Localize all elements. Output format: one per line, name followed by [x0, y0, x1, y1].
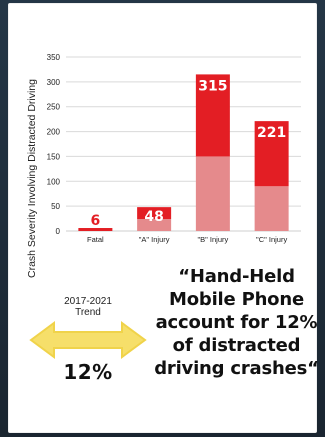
bar-lower-segment [195, 156, 230, 231]
bar-upper-segment [195, 74, 230, 157]
x-tick-label: "C" Injury [256, 235, 287, 244]
y-gridlines [66, 56, 301, 232]
y-tick-label: 350 [47, 53, 61, 62]
y-tick-label: 300 [47, 78, 61, 87]
trend-word: Trend [75, 307, 101, 318]
bar-chart: Crash Severity Involving Distracted Driv… [8, 3, 317, 278]
bar-data-label: 6 [91, 213, 101, 229]
y-tick-label: 100 [47, 177, 61, 186]
x-tick-labels: Fatal "A" Injury "B" Injury "C" Injury [87, 235, 287, 244]
trend-block: 2017-2021 Trend 12% [28, 296, 148, 406]
bar-upper-segment [78, 228, 113, 231]
y-tick-label: 0 [56, 227, 61, 236]
double-headed-arrow-svg [29, 321, 147, 359]
y-tick-label: 200 [47, 128, 61, 137]
bars [78, 74, 289, 231]
data-labels: 6 48 315 221 [91, 78, 287, 229]
bar-upper-segment [137, 207, 172, 220]
x-tick-label: Fatal [87, 235, 104, 244]
y-tick-label: 250 [47, 103, 61, 112]
trend-label: 2017-2021 Trend [28, 296, 148, 318]
y-tick-labels: 0 50 100 150 200 250 300 350 [47, 53, 61, 236]
double-headed-arrow-icon [28, 320, 148, 360]
bar-lower-segment [137, 219, 172, 231]
trend-years: 2017-2021 [64, 296, 112, 307]
double-headed-arrow-shape [29, 321, 147, 359]
x-tick-label: "A" Injury [139, 235, 170, 244]
y-tick-label: 150 [47, 152, 61, 161]
callout-quote: “Hand-Held Mobile Phone account for 12% … [154, 266, 319, 379]
y-tick-label: 50 [51, 202, 60, 211]
bar-data-label: 315 [198, 78, 227, 94]
bar-lower-segment [254, 186, 289, 231]
bar-upper-segment [254, 121, 289, 187]
bar-data-label: 221 [257, 125, 286, 141]
x-tick-label: "B" Injury [197, 235, 228, 244]
bar-data-label: 48 [144, 209, 163, 225]
bar-chart-svg: 0 50 100 150 200 250 300 350 6 48 315 221 Fatal "A"… [47, 53, 301, 244]
infographic-card: Crash Severity Involving Distracted Driv… [8, 3, 319, 433]
trend-percent: 12% [63, 360, 113, 384]
